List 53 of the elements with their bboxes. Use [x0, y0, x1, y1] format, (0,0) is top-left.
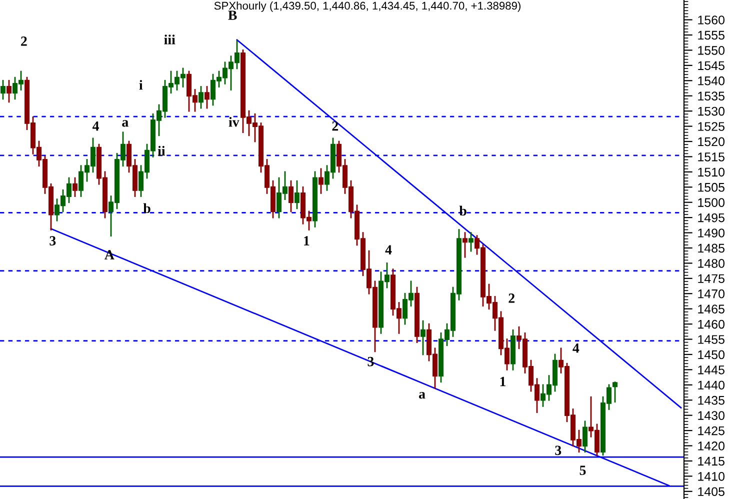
- annotation: 4: [572, 343, 580, 353]
- annotation: i: [139, 80, 143, 90]
- y-tick-label: 1490: [698, 228, 725, 238]
- y-tick-label: 1510: [698, 168, 725, 177]
- y-tick-label: 1560: [698, 16, 725, 24]
- y-tick-label: 1530: [698, 106, 725, 116]
- y-tick-label: 1550: [698, 46, 725, 55]
- annotation: iv: [228, 116, 240, 127]
- y-tick-label: 1480: [698, 258, 725, 268]
- annotation: 3: [50, 236, 56, 246]
- y-tick-label: 1430: [698, 411, 725, 420]
- y-tick-label: 1475: [698, 274, 724, 284]
- y-tick-label: 1425: [698, 426, 724, 436]
- y-tick-label: 1495: [698, 213, 724, 222]
- annotation: 1: [304, 236, 310, 246]
- annotation: B: [228, 10, 237, 20]
- annotation: 2: [21, 36, 27, 46]
- annotation: b: [459, 206, 466, 216]
- annotation: 5: [580, 466, 586, 476]
- y-tick-label: 1405: [698, 487, 724, 496]
- annotation: a: [419, 392, 426, 399]
- y-tick-label: 1435: [698, 396, 724, 405]
- y-tick-label: 1520: [698, 137, 725, 146]
- y-tick-label: 1455: [698, 335, 724, 344]
- annotation: a: [122, 120, 128, 127]
- annotation: 3: [555, 446, 562, 456]
- y-tick-label: 1505: [698, 182, 724, 192]
- annotation: ii: [158, 146, 166, 156]
- y-tick-label: 1485: [698, 244, 724, 253]
- annotation: b: [143, 203, 150, 214]
- y-tick-label: 1515: [698, 152, 724, 162]
- annotation: 4: [92, 121, 99, 131]
- y-tick-label: 1465: [698, 304, 724, 314]
- y-tick-label: 1415: [698, 456, 724, 466]
- annotation: 2: [332, 121, 338, 131]
- y-tick-label: 1470: [698, 289, 725, 298]
- annotation: 2: [508, 294, 515, 303]
- y-tick-label: 1525: [698, 122, 724, 131]
- y-tick-label: 1555: [698, 30, 724, 40]
- y-tick-label: 1420: [698, 442, 725, 450]
- y-tick-label: 1440: [698, 380, 725, 390]
- y-tick-label: 1540: [698, 76, 725, 86]
- annotation: 1: [500, 376, 506, 386]
- y-tick-label: 1535: [698, 92, 724, 100]
- y-tick-label: 1445: [698, 366, 724, 374]
- y-tick-label: 1460: [698, 320, 725, 329]
- annotation: 4: [385, 245, 392, 254]
- chart-title: SPXhourly (1,439.50, 1,440.86, 1,434.45, 1,440.70, +1.38989): [214, 1, 520, 12]
- annotation: iii: [164, 34, 176, 44]
- y-tick-label: 1545: [698, 61, 724, 70]
- y-tick-label: 1450: [698, 350, 725, 360]
- y-tick-label: 1410: [698, 472, 725, 481]
- y-tick-label: 1500: [698, 198, 725, 207]
